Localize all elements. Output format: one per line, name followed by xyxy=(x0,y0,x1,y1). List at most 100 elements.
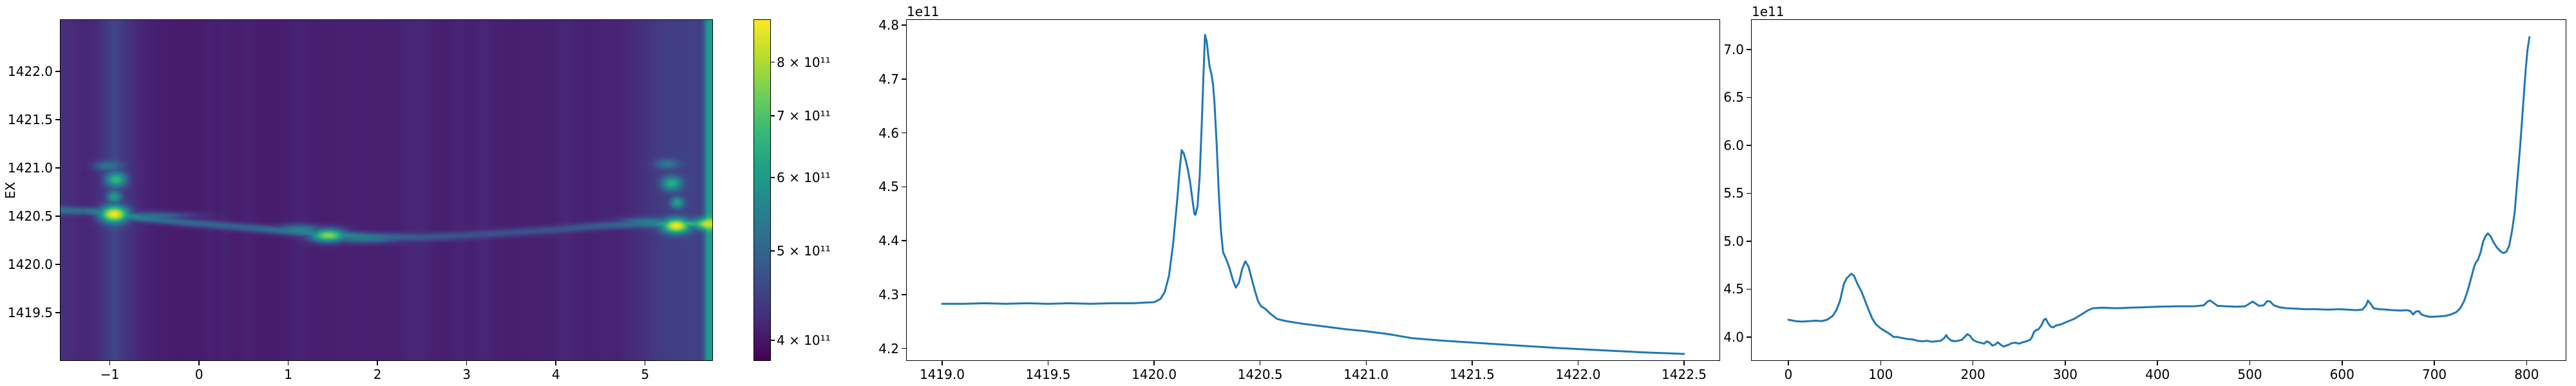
colorbar-tick-label: 6 × 10¹¹ xyxy=(777,170,831,185)
y-tick-label: 6.5 xyxy=(1723,89,1744,106)
y-tick-label: 4.5 xyxy=(1723,281,1744,297)
spectrum-line-axes xyxy=(906,19,1720,361)
y-tick-mark xyxy=(1747,96,1751,98)
x-tick-mark xyxy=(109,361,111,365)
y-tick-mark xyxy=(902,347,906,349)
y-tick-label: 7.0 xyxy=(1723,41,1744,57)
colorbar-tick-mark xyxy=(771,115,775,116)
x-tick-mark xyxy=(942,361,943,365)
y-tick-label: 4.4 xyxy=(878,233,899,249)
x-tick-mark xyxy=(287,361,289,365)
data-curve xyxy=(941,33,1685,355)
x-tick-label: 100 xyxy=(1868,367,1893,382)
x-tick-label: 1 xyxy=(284,367,292,382)
x-tick-mark xyxy=(377,361,378,365)
x-tick-mark xyxy=(1683,361,1685,365)
y-tick-mark xyxy=(1747,241,1751,242)
y-tick-mark xyxy=(55,119,60,120)
x-tick-label: 1420.5 xyxy=(1237,367,1283,382)
x-tick-label: 700 xyxy=(2421,367,2447,382)
x-tick-label: 5 xyxy=(641,367,650,382)
x-tick-label: 800 xyxy=(2514,367,2539,382)
data-curve xyxy=(1787,36,2531,348)
x-tick-label: 1421.5 xyxy=(1449,367,1495,382)
y-tick-mark xyxy=(55,71,60,72)
y-tick-mark xyxy=(902,132,906,134)
x-tick-mark xyxy=(1788,361,1789,365)
line-series xyxy=(1787,36,2531,348)
y-tick-label: 5.0 xyxy=(1723,233,1744,249)
x-tick-label: 1422.5 xyxy=(1662,367,1707,382)
y-tick-mark xyxy=(902,24,906,26)
y-tick-label: 1420.0 xyxy=(8,257,53,272)
y-tick-mark xyxy=(1747,192,1751,194)
heatmap-axes xyxy=(60,19,713,361)
y-tick-mark xyxy=(55,216,60,217)
x-tick-mark xyxy=(2065,361,2066,365)
y-tick-mark xyxy=(902,78,906,80)
x-tick-label: 4 xyxy=(551,367,560,382)
profile-line-axes xyxy=(1751,19,2566,361)
x-tick-label: 0 xyxy=(194,367,204,382)
x-tick-mark xyxy=(1577,361,1579,365)
y-tick-label: 4.6 xyxy=(878,125,899,141)
y-tick-mark xyxy=(55,312,60,313)
x-tick-label: 300 xyxy=(2052,367,2078,382)
y-tick-label: 1422.0 xyxy=(8,64,53,79)
y-tick-label: 1419.5 xyxy=(8,305,53,320)
x-tick-label: 1419.0 xyxy=(919,367,965,382)
y-axis-label-ex: EX xyxy=(3,181,18,199)
y-tick-label: 4.5 xyxy=(878,179,899,195)
y-tick-label: 1420.5 xyxy=(8,208,53,224)
x-tick-mark xyxy=(2434,361,2435,365)
x-tick-mark xyxy=(1472,361,1473,365)
y-tick-label: 5.5 xyxy=(1723,185,1744,201)
y-tick-label: 6.0 xyxy=(1723,137,1744,153)
x-tick-mark xyxy=(2526,361,2528,365)
heatmap-image xyxy=(60,19,713,361)
colorbar-tick-label: 8 × 10¹¹ xyxy=(777,54,831,70)
colorbar-tick-label: 5 × 10¹¹ xyxy=(777,243,831,259)
y-tick-mark xyxy=(55,264,60,265)
x-tick-mark xyxy=(1047,361,1049,365)
x-tick-label: 600 xyxy=(2329,367,2354,382)
x-tick-label: 1420.0 xyxy=(1132,367,1177,382)
y-tick-mark xyxy=(902,294,906,295)
x-tick-mark xyxy=(2157,361,2158,365)
x-tick-mark xyxy=(1972,361,1974,365)
x-tick-mark xyxy=(2342,361,2343,365)
colorbar-tick-label: 4 × 10¹¹ xyxy=(777,332,831,348)
y-tick-mark xyxy=(1747,336,1751,338)
x-tick-label: 0 xyxy=(1784,367,1793,382)
x-tick-mark xyxy=(1365,361,1367,365)
x-tick-label: −1 xyxy=(100,367,120,382)
x-tick-mark xyxy=(198,361,200,365)
colorbar-tick-mark xyxy=(771,177,775,178)
y-tick-label: 1421.0 xyxy=(8,160,53,176)
x-tick-label: 200 xyxy=(1960,367,1985,382)
x-tick-mark xyxy=(1153,361,1155,365)
x-tick-label: 2 xyxy=(373,367,382,382)
x-tick-mark xyxy=(644,361,646,365)
x-tick-mark xyxy=(2249,361,2251,365)
colorbar-tick-mark xyxy=(771,61,775,63)
x-tick-mark xyxy=(1259,361,1261,365)
x-tick-label: 1422.0 xyxy=(1555,367,1601,382)
x-tick-label: 3 xyxy=(462,367,471,382)
x-tick-mark xyxy=(555,361,556,365)
axis-offset-label: 1e11 xyxy=(907,4,940,19)
y-tick-mark xyxy=(1747,145,1751,146)
y-tick-mark xyxy=(902,186,906,188)
colorbar-tick-label: 7 × 10¹¹ xyxy=(777,107,831,124)
line-series xyxy=(941,33,1685,355)
x-tick-mark xyxy=(466,361,468,365)
y-tick-label: 4.8 xyxy=(878,17,899,33)
colorbar xyxy=(753,19,771,361)
y-tick-mark xyxy=(902,240,906,241)
x-tick-label: 500 xyxy=(2237,367,2262,382)
x-tick-label: 400 xyxy=(2145,367,2170,382)
colorbar-tick-mark xyxy=(771,340,775,341)
axis-offset-label: 1e11 xyxy=(1752,4,1785,19)
y-tick-label: 4.3 xyxy=(878,286,899,302)
